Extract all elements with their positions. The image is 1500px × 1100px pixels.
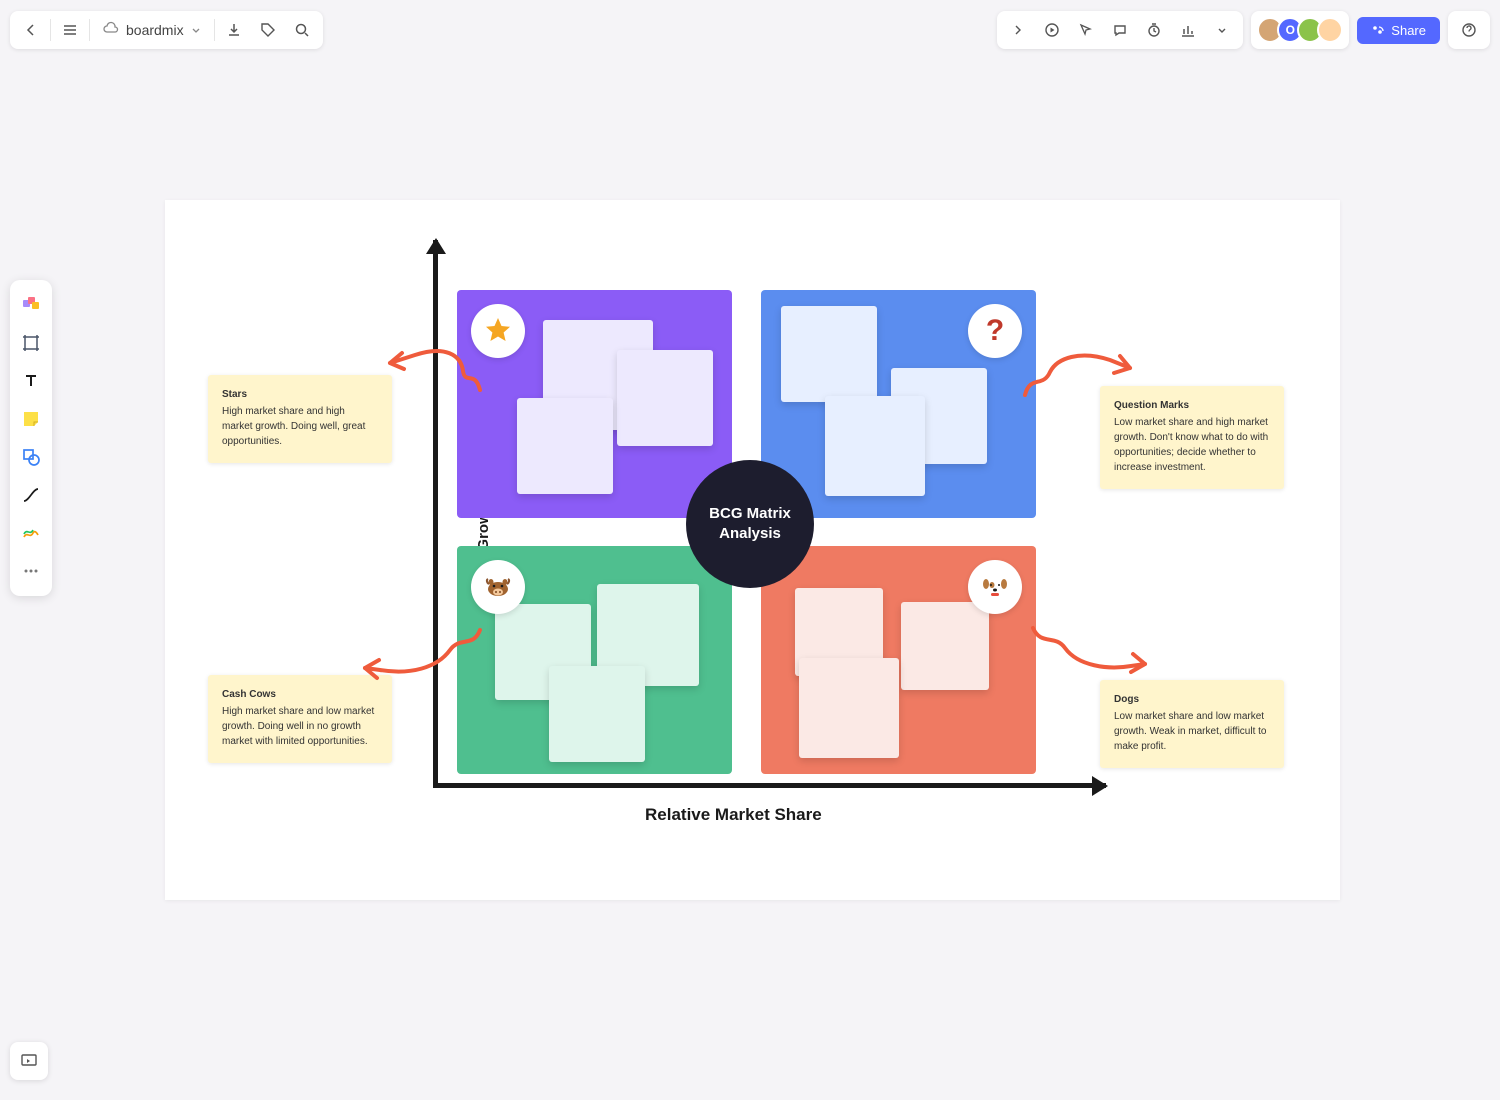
sticky-note[interactable] xyxy=(517,398,613,494)
expand-button[interactable] xyxy=(1001,13,1035,47)
sticky-note[interactable] xyxy=(825,396,925,496)
templates-button[interactable] xyxy=(14,288,48,322)
star-icon xyxy=(471,304,525,358)
share-button[interactable]: Share xyxy=(1357,17,1440,44)
sticky-note[interactable] xyxy=(781,306,877,402)
desc-text: Low market share and low market growth. … xyxy=(1114,709,1270,754)
app-name[interactable]: boardmix xyxy=(92,21,212,39)
pen-button[interactable] xyxy=(14,516,48,550)
share-icon xyxy=(1371,23,1385,37)
quadrant-stars[interactable] xyxy=(457,290,732,518)
cloud-sync-icon xyxy=(102,21,120,39)
download-button[interactable] xyxy=(217,13,251,47)
quadrant-question-marks[interactable]: ? xyxy=(761,290,1036,518)
sticky-note-button[interactable] xyxy=(14,402,48,436)
menu-button[interactable] xyxy=(53,13,87,47)
left-toolbar xyxy=(10,280,52,596)
desc-title: Stars xyxy=(222,387,378,402)
x-axis-label: Relative Market Share xyxy=(645,805,822,825)
connector-button[interactable] xyxy=(14,478,48,512)
desc-text: High market share and low market growth.… xyxy=(222,704,378,749)
dog-icon xyxy=(968,560,1022,614)
tag-button[interactable] xyxy=(251,13,285,47)
canvas[interactable]: Market Growth Rate (%) Relative Market S… xyxy=(165,200,1340,900)
sticky-note[interactable] xyxy=(617,350,713,446)
question-icon: ? xyxy=(968,304,1022,358)
sticky-note[interactable] xyxy=(549,666,645,762)
collaborator-avatars[interactable]: O xyxy=(1257,17,1343,43)
shape-button[interactable] xyxy=(14,440,48,474)
play-button[interactable] xyxy=(1035,13,1069,47)
desc-stars[interactable]: Stars High market share and high market … xyxy=(208,375,392,463)
desc-text: Low market share and high market growth.… xyxy=(1114,415,1270,475)
quadrant-cash-cows[interactable] xyxy=(457,546,732,774)
back-button[interactable] xyxy=(14,13,48,47)
arrow-cows xyxy=(355,620,495,700)
search-button[interactable] xyxy=(285,13,319,47)
y-axis xyxy=(433,240,438,788)
top-toolbar: boardmix xyxy=(10,10,1490,50)
chevron-down-icon xyxy=(190,24,202,36)
cursor-button[interactable] xyxy=(1069,13,1103,47)
sticky-note[interactable] xyxy=(799,658,899,758)
desc-text: High market share and high market growth… xyxy=(222,404,378,449)
chart-button[interactable] xyxy=(1171,13,1205,47)
cow-icon xyxy=(471,560,525,614)
more-options-button[interactable] xyxy=(1205,13,1239,47)
timer-button[interactable] xyxy=(1137,13,1171,47)
more-tools-button[interactable] xyxy=(14,554,48,588)
app-name-label: boardmix xyxy=(126,22,184,38)
comment-button[interactable] xyxy=(1103,13,1137,47)
share-label: Share xyxy=(1391,23,1426,38)
x-axis xyxy=(433,783,1106,788)
quadrant-dogs[interactable] xyxy=(761,546,1036,774)
sticky-note[interactable] xyxy=(901,602,989,690)
arrow-dogs xyxy=(1023,618,1153,698)
help-button[interactable] xyxy=(1452,13,1486,47)
frame-button[interactable] xyxy=(14,326,48,360)
center-title: BCG Matrix Analysis xyxy=(686,460,814,588)
arrow-qmarks xyxy=(1015,340,1140,415)
presentation-button[interactable] xyxy=(10,1042,48,1080)
text-button[interactable] xyxy=(14,364,48,398)
